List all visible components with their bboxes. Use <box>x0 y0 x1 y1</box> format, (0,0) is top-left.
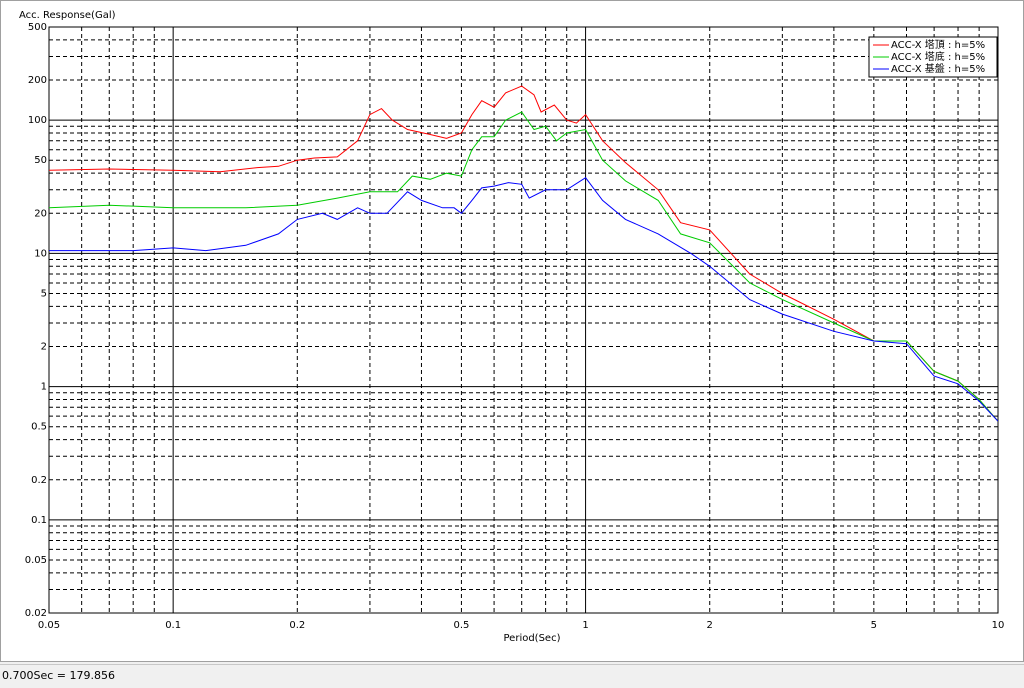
y-axis-title: Acc. Response(Gal) <box>19 10 116 21</box>
y-tick-label: 100 <box>28 115 47 126</box>
y-tick-label: 500 <box>28 22 47 33</box>
status-bar: 0.700Sec = 179.856 <box>0 664 1024 688</box>
x-tick-label: 0.2 <box>289 620 305 631</box>
legend-label: ACC-X 基盤 : h=5% <box>891 62 985 75</box>
x-tick-label: 2 <box>707 620 713 631</box>
y-tick-label: 0.5 <box>31 422 47 433</box>
plot-frame <box>48 26 999 614</box>
chart: Acc. Response(Gal) Period(Sec) 0.05 0.1 0.… <box>19 10 1005 644</box>
x-tick-label: 0.1 <box>165 620 181 631</box>
y-tick-label: 200 <box>28 75 47 86</box>
legend-label: ACC-X 塔頂 : h=5% <box>891 38 985 51</box>
y-tick-label: 0.2 <box>31 475 47 486</box>
x-tick-label: 1 <box>582 620 588 631</box>
x-tick-label: 5 <box>871 620 877 631</box>
y-tick-label: 20 <box>34 208 47 219</box>
y-tick-label: 5 <box>41 288 47 299</box>
y-tick-label: 1 <box>41 382 47 393</box>
legend-box <box>868 36 998 78</box>
series-line <box>49 85 998 422</box>
y-tick-label: 0.02 <box>25 608 47 619</box>
series-line <box>49 177 998 422</box>
x-axis-title: Period(Sec) <box>504 633 561 644</box>
y-tick-label: 0.05 <box>25 555 47 566</box>
y-tick-label: 0.1 <box>31 515 47 526</box>
legend-label: ACC-X 塔底 : h=5% <box>891 50 985 63</box>
y-tick-label: 50 <box>34 155 47 166</box>
x-tick-label: 0.05 <box>38 620 60 631</box>
y-tick-label: 2 <box>41 342 47 353</box>
series-line <box>49 111 998 422</box>
x-tick-label: 10 <box>992 620 1005 631</box>
chart-window: Acc. Response(Gal) Period(Sec) 0.05 0.1 0.… <box>0 0 1024 662</box>
y-tick-label: 10 <box>34 248 47 259</box>
x-tick-label: 0.5 <box>453 620 469 631</box>
